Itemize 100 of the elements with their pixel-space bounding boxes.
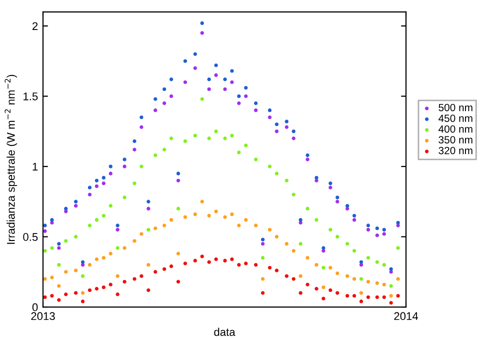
point xyxy=(88,263,92,267)
point xyxy=(140,164,144,168)
point xyxy=(345,204,350,208)
point xyxy=(43,229,47,233)
point xyxy=(306,153,310,158)
point xyxy=(382,228,386,232)
point xyxy=(50,220,54,225)
point xyxy=(230,134,234,138)
point xyxy=(214,73,218,77)
point xyxy=(336,196,340,200)
point xyxy=(74,200,78,204)
point xyxy=(183,80,188,84)
point xyxy=(328,266,332,270)
point xyxy=(50,246,54,250)
point xyxy=(183,59,188,63)
point xyxy=(57,242,61,246)
point xyxy=(260,242,265,246)
point xyxy=(146,288,150,292)
point xyxy=(154,108,158,112)
point xyxy=(207,214,211,218)
point xyxy=(336,271,340,276)
point xyxy=(132,239,136,243)
point xyxy=(366,224,370,228)
point xyxy=(74,234,78,239)
point xyxy=(237,263,241,267)
point xyxy=(244,218,248,222)
point xyxy=(214,257,218,262)
point xyxy=(244,262,248,266)
y-tick-label: 2 xyxy=(32,22,38,30)
point xyxy=(375,226,379,230)
point xyxy=(169,264,174,268)
point xyxy=(43,295,47,300)
point xyxy=(116,292,120,296)
point xyxy=(169,136,174,140)
point xyxy=(223,136,227,140)
point xyxy=(108,204,112,208)
x-axis-title: data xyxy=(214,328,236,336)
point xyxy=(396,294,400,298)
point xyxy=(298,291,302,295)
point xyxy=(352,294,356,298)
point xyxy=(74,204,78,208)
point xyxy=(254,224,258,228)
point xyxy=(306,206,310,210)
point xyxy=(94,218,99,222)
point xyxy=(200,200,204,204)
point xyxy=(122,196,126,200)
point xyxy=(116,246,120,250)
point xyxy=(214,210,218,214)
point xyxy=(154,153,158,158)
point xyxy=(292,248,296,253)
point xyxy=(260,291,265,295)
point xyxy=(254,158,258,162)
point xyxy=(366,256,370,260)
point xyxy=(154,226,158,230)
point xyxy=(396,277,400,281)
point xyxy=(230,257,234,262)
point xyxy=(284,274,288,278)
legend-label: 450 nm xyxy=(438,114,472,122)
point xyxy=(146,206,150,210)
point xyxy=(200,254,204,258)
point xyxy=(382,232,386,236)
point xyxy=(94,286,99,291)
point xyxy=(102,176,106,180)
point xyxy=(116,224,120,228)
point xyxy=(230,69,234,73)
point xyxy=(298,218,302,222)
point xyxy=(322,246,326,250)
point xyxy=(292,277,296,281)
point xyxy=(306,158,310,162)
point xyxy=(254,263,258,267)
point xyxy=(57,298,61,302)
point xyxy=(80,274,85,278)
point xyxy=(322,286,326,290)
point xyxy=(352,218,356,222)
point xyxy=(284,178,288,182)
point xyxy=(382,263,386,267)
point xyxy=(322,296,326,300)
point xyxy=(389,284,393,288)
point xyxy=(223,87,227,92)
legend-label: 350 nm xyxy=(438,136,472,144)
point xyxy=(359,291,364,295)
point xyxy=(352,277,356,281)
legend-label: 500 nm xyxy=(438,104,472,112)
point xyxy=(176,252,180,256)
point xyxy=(254,101,258,106)
point xyxy=(140,274,144,278)
point xyxy=(193,66,197,70)
point xyxy=(244,94,248,98)
point xyxy=(43,248,47,253)
point xyxy=(396,246,400,250)
point xyxy=(328,186,332,190)
point xyxy=(88,224,92,228)
point xyxy=(260,277,265,281)
point xyxy=(154,97,158,101)
point xyxy=(328,182,332,186)
point xyxy=(80,291,85,295)
point xyxy=(389,300,393,305)
point xyxy=(50,218,54,222)
point xyxy=(328,288,332,292)
point xyxy=(200,31,204,35)
